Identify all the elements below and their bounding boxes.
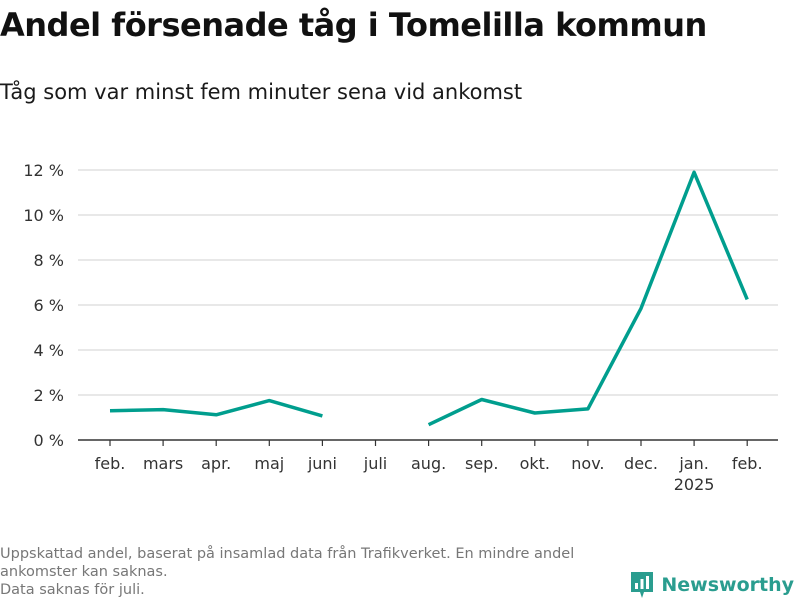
x-tick-label: maj <box>254 454 284 473</box>
x-tick-label: juni <box>307 454 337 473</box>
y-tick-label: 0 % <box>34 431 64 450</box>
x-tick-label: apr. <box>201 454 231 473</box>
line-chart: 0 % 2 % 4 % 6 % 8 % 10 % 12 % feb. mars apr. maj ju… <box>23 161 778 494</box>
chart-subtitle: Tåg som var minst fem minuter sena vid a… <box>0 80 523 104</box>
x-tick-label: feb. <box>732 454 763 473</box>
y-tick-label: 10 % <box>23 206 64 225</box>
x-tick-label: sep. <box>465 454 498 473</box>
brand-logo: Newsworthy <box>629 570 794 600</box>
x-tick-label: nov. <box>571 454 604 473</box>
footnote-source: Uppskattad andel, baserat på insamlad da… <box>0 546 575 580</box>
chart-title: Andel försenade tåg i Tomelilla kommun <box>0 6 707 44</box>
x-tick-label: aug. <box>411 454 446 473</box>
x-tick-label: juli <box>363 454 387 473</box>
series-line <box>109 398 323 418</box>
y-tick-label: 2 % <box>34 386 64 405</box>
footnote-missing-data: Data saknas för juli. <box>0 582 145 598</box>
x-tick-label: jan. <box>678 454 708 473</box>
brand-name: Newsworthy <box>661 574 794 596</box>
y-tick-label: 6 % <box>34 296 64 315</box>
y-tick-label: 4 % <box>34 341 64 360</box>
x-tick-label: mars <box>143 454 183 473</box>
x-tick-label: okt. <box>520 454 550 473</box>
x-tick-label: feb. <box>95 454 126 473</box>
x-year-label: 2025 <box>674 475 715 494</box>
newsworthy-icon <box>631 572 654 598</box>
footnote: Uppskattad andel, baserat på insamlad da… <box>0 545 640 599</box>
x-tick-label: dec. <box>624 454 658 473</box>
y-tick-label: 8 % <box>34 251 64 270</box>
y-tick-label: 12 % <box>23 161 64 180</box>
series-line <box>427 170 749 427</box>
